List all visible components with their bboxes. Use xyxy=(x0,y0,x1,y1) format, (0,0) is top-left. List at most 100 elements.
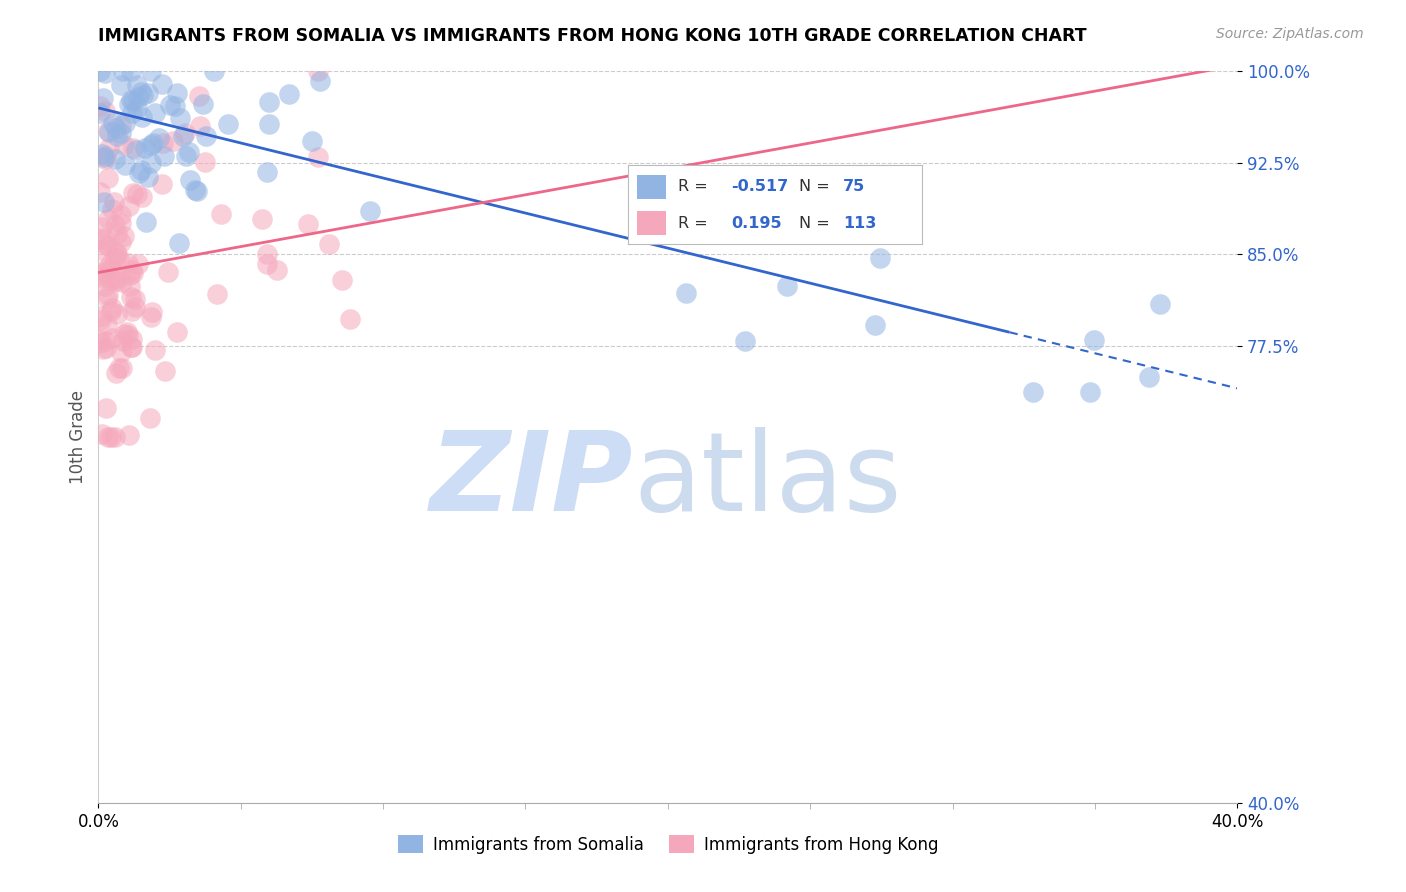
Point xyxy=(117,255,139,269)
Point xyxy=(152,148,174,162)
Bar xyxy=(637,175,666,199)
Point xyxy=(869,251,891,265)
Point xyxy=(90,269,112,284)
Point xyxy=(139,411,162,425)
Point xyxy=(108,252,131,266)
Point xyxy=(127,186,149,201)
Point xyxy=(307,64,329,78)
Point xyxy=(94,262,117,277)
Point xyxy=(111,275,134,289)
Point xyxy=(256,165,278,179)
Point xyxy=(91,343,114,357)
Text: N =: N = xyxy=(799,216,835,230)
Point xyxy=(103,271,125,285)
Point xyxy=(90,310,112,324)
Point xyxy=(93,264,115,278)
Point xyxy=(96,237,118,252)
Point xyxy=(94,341,117,355)
Legend: Immigrants from Somalia, Immigrants from Hong Kong: Immigrants from Somalia, Immigrants from… xyxy=(391,829,945,860)
Point xyxy=(150,177,173,191)
Point xyxy=(110,78,132,92)
Text: N =: N = xyxy=(799,179,835,194)
Point xyxy=(112,326,135,341)
Text: 113: 113 xyxy=(842,216,876,230)
Point xyxy=(159,97,181,112)
Point xyxy=(93,231,115,245)
Point xyxy=(96,291,118,305)
Point xyxy=(127,90,149,104)
Point xyxy=(1137,369,1160,384)
Point xyxy=(136,169,159,184)
Point xyxy=(256,257,278,271)
Point xyxy=(124,292,146,306)
Point xyxy=(217,117,239,131)
Point xyxy=(256,247,278,261)
Point xyxy=(110,118,132,132)
Point xyxy=(98,257,121,271)
Point xyxy=(100,430,122,444)
Point xyxy=(90,313,112,327)
Point xyxy=(776,278,799,293)
Y-axis label: 10th Grade: 10th Grade xyxy=(69,390,87,484)
Point xyxy=(114,158,136,172)
Point xyxy=(104,152,127,166)
Point xyxy=(104,244,127,259)
Point xyxy=(177,145,200,160)
Point xyxy=(93,151,115,165)
Bar xyxy=(637,211,666,235)
Text: Source: ZipAtlas.com: Source: ZipAtlas.com xyxy=(1216,27,1364,41)
Point xyxy=(114,116,136,130)
Point xyxy=(122,186,145,200)
Point xyxy=(115,325,138,339)
Point xyxy=(97,124,120,138)
Point xyxy=(104,272,127,286)
Point xyxy=(120,93,142,107)
Point xyxy=(111,334,134,349)
Point xyxy=(186,185,208,199)
Point xyxy=(104,121,127,136)
Point xyxy=(100,260,122,275)
Point xyxy=(121,332,143,346)
Point xyxy=(1083,334,1105,348)
Point xyxy=(97,125,120,139)
Point xyxy=(124,300,146,314)
Point xyxy=(97,140,120,154)
Point xyxy=(259,117,281,131)
Point xyxy=(120,279,142,293)
Point xyxy=(91,268,114,283)
Point xyxy=(359,204,381,219)
Point xyxy=(153,363,176,377)
Point xyxy=(141,64,163,78)
Point xyxy=(339,312,361,326)
Point xyxy=(105,274,128,288)
Point xyxy=(125,101,148,115)
Point xyxy=(111,360,134,375)
Point xyxy=(135,215,157,229)
Point xyxy=(110,216,132,230)
Point xyxy=(1078,384,1101,399)
Point xyxy=(1022,384,1045,399)
Point xyxy=(117,428,139,442)
Point xyxy=(97,239,120,253)
Point xyxy=(169,111,191,125)
Point xyxy=(120,64,142,78)
Point xyxy=(166,87,188,101)
Point xyxy=(166,326,188,340)
Point xyxy=(94,334,117,349)
Point xyxy=(195,129,218,144)
Point xyxy=(139,310,162,324)
Point xyxy=(89,186,111,200)
Point xyxy=(100,331,122,345)
Text: R =: R = xyxy=(678,179,713,194)
Point xyxy=(98,272,121,286)
Point xyxy=(162,134,184,148)
Point xyxy=(266,262,288,277)
Point xyxy=(131,163,153,178)
Point xyxy=(89,336,111,351)
Point xyxy=(104,251,127,265)
Point xyxy=(191,96,214,111)
Point xyxy=(89,231,111,245)
Text: ZIP: ZIP xyxy=(430,427,634,534)
Point xyxy=(139,155,162,169)
Point xyxy=(141,305,163,319)
